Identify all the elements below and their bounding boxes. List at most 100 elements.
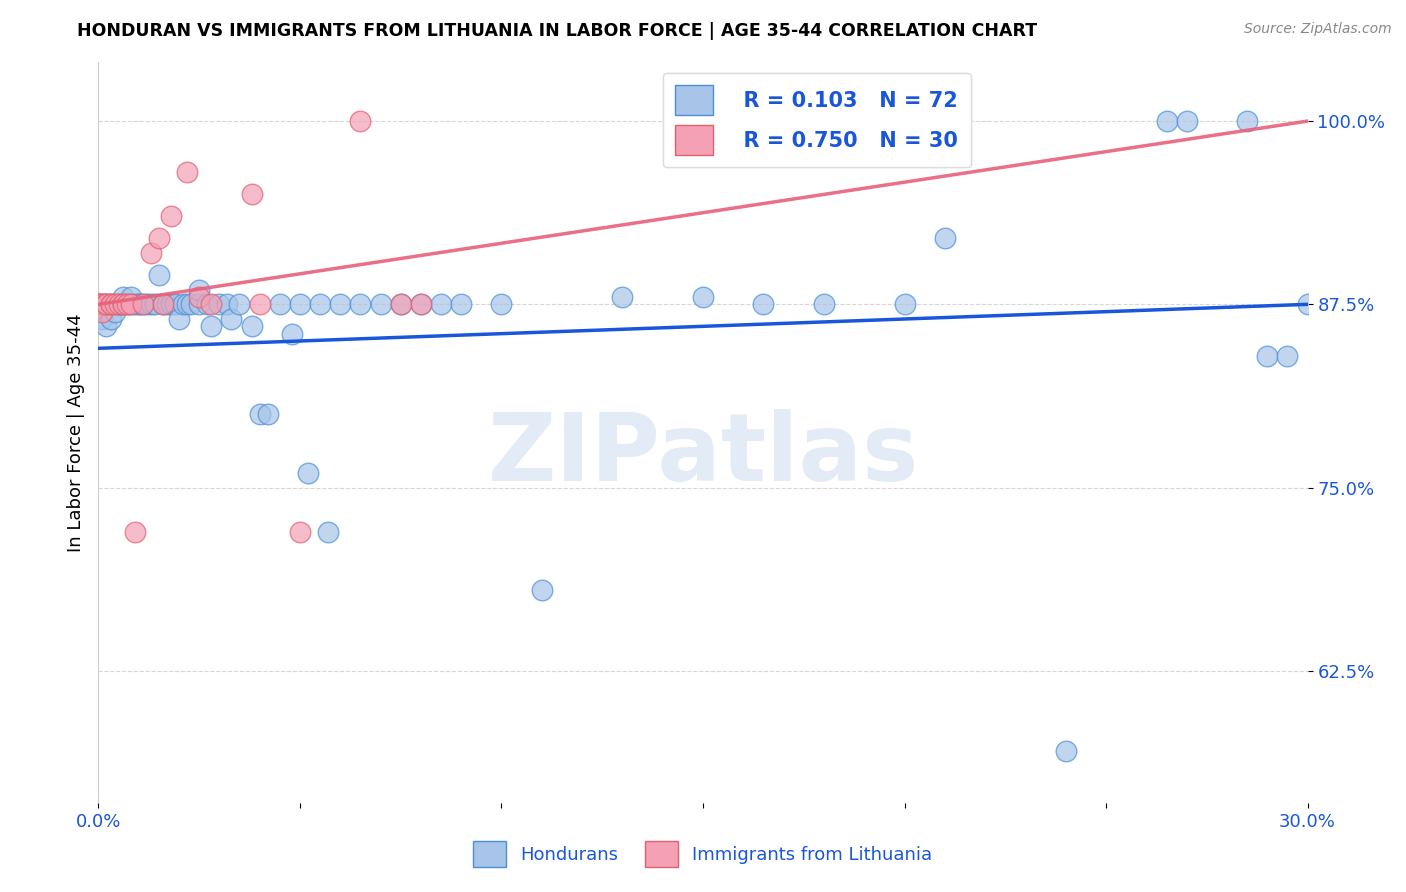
Point [240, 187, 263, 202]
Point [103, 297, 125, 311]
Point [1296, 297, 1319, 311]
Point [217, 297, 239, 311]
Point [111, 297, 134, 311]
Point [692, 290, 714, 304]
Point [156, 297, 179, 311]
Point [1175, 114, 1198, 128]
Point [143, 297, 166, 311]
Point [228, 297, 250, 311]
Point [128, 297, 150, 311]
Point [370, 297, 392, 311]
Point [309, 297, 332, 311]
Point [103, 297, 125, 311]
Point [100, 312, 122, 326]
Point [813, 297, 835, 311]
Point [87, 297, 110, 311]
Point [249, 407, 271, 421]
Point [249, 297, 271, 311]
Point [87, 297, 110, 311]
Point [612, 290, 634, 304]
Point [107, 297, 129, 311]
Point [124, 297, 146, 311]
Point [450, 297, 472, 311]
Point [87, 297, 110, 311]
Point [91, 297, 114, 311]
Point [120, 297, 142, 311]
Point [430, 297, 453, 311]
Point [349, 114, 371, 128]
Legend: Hondurans, Immigrants from Lithuania: Hondurans, Immigrants from Lithuania [467, 834, 939, 874]
Point [934, 231, 956, 245]
Point [120, 297, 142, 311]
Point [188, 283, 211, 297]
Point [188, 297, 211, 311]
Point [139, 297, 162, 311]
Point [128, 297, 150, 311]
Point [103, 304, 125, 318]
Point [288, 524, 311, 539]
Point [107, 297, 129, 311]
Point [115, 297, 138, 311]
Point [135, 297, 157, 311]
Point [1054, 744, 1077, 758]
Point [491, 297, 513, 311]
Point [208, 297, 231, 311]
Point [124, 524, 146, 539]
Point [87, 304, 110, 318]
Legend:   R = 0.103   N = 72,   R = 0.750   N = 30: R = 0.103 N = 72, R = 0.750 N = 30 [662, 73, 970, 167]
Point [188, 290, 211, 304]
Point [1256, 349, 1278, 363]
Point [111, 297, 134, 311]
Point [100, 297, 122, 311]
Point [893, 297, 915, 311]
Point [172, 297, 194, 311]
Point [91, 312, 114, 326]
Point [409, 297, 432, 311]
Point [96, 319, 118, 334]
Point [176, 297, 198, 311]
Point [221, 312, 243, 326]
Point [132, 297, 155, 311]
Text: Source: ZipAtlas.com: Source: ZipAtlas.com [1244, 22, 1392, 37]
Point [91, 304, 114, 318]
Point [1156, 114, 1178, 128]
Point [329, 297, 352, 311]
Point [148, 268, 170, 282]
Point [281, 326, 304, 341]
Point [160, 210, 183, 224]
Point [297, 466, 319, 480]
Point [163, 297, 186, 311]
Point [152, 297, 174, 311]
Point [111, 297, 134, 311]
Y-axis label: In Labor Force | Age 35-44: In Labor Force | Age 35-44 [66, 313, 84, 552]
Point [1277, 349, 1299, 363]
Point [120, 290, 142, 304]
Point [530, 583, 553, 598]
Point [148, 231, 170, 245]
Point [349, 297, 371, 311]
Point [180, 297, 202, 311]
Point [100, 297, 122, 311]
Point [160, 297, 183, 311]
Point [269, 297, 291, 311]
Point [389, 297, 412, 311]
Point [91, 297, 114, 311]
Point [288, 297, 311, 311]
Text: HONDURAN VS IMMIGRANTS FROM LITHUANIA IN LABOR FORCE | AGE 35-44 CORRELATION CHA: HONDURAN VS IMMIGRANTS FROM LITHUANIA IN… [77, 22, 1038, 40]
Point [752, 297, 775, 311]
Point [389, 297, 412, 311]
Point [256, 407, 278, 421]
Point [200, 297, 222, 311]
Point [240, 319, 263, 334]
Point [167, 312, 190, 326]
Point [176, 165, 198, 179]
Point [96, 297, 118, 311]
Point [139, 246, 162, 260]
Point [195, 297, 218, 311]
Point [100, 297, 122, 311]
Point [132, 297, 155, 311]
Point [152, 297, 174, 311]
Point [111, 290, 134, 304]
Point [409, 297, 432, 311]
Point [96, 297, 118, 311]
